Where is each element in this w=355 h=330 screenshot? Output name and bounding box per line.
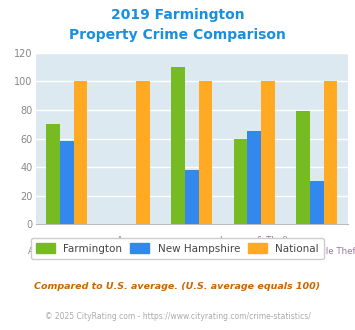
Bar [185,170,198,224]
Text: Arson: Arson [117,236,142,245]
Bar [136,82,150,224]
Text: All Property Crime: All Property Crime [28,247,106,256]
Text: Larceny & Theft: Larceny & Theft [220,236,289,245]
Text: © 2025 CityRating.com - https://www.cityrating.com/crime-statistics/: © 2025 CityRating.com - https://www.city… [45,312,310,321]
Bar [234,139,247,224]
Text: 2019 Farmington: 2019 Farmington [111,8,244,22]
Bar [60,142,73,224]
Text: Property Crime Comparison: Property Crime Comparison [69,28,286,42]
Bar [198,82,212,224]
Legend: Farmington, New Hampshire, National: Farmington, New Hampshire, National [31,238,324,259]
Bar [247,131,261,224]
Text: Motor Vehicle Theft: Motor Vehicle Theft [275,247,355,256]
Text: Compared to U.S. average. (U.S. average equals 100): Compared to U.S. average. (U.S. average … [34,282,321,291]
Text: Burglary: Burglary [173,247,210,256]
Bar [310,182,323,224]
Bar [171,67,185,224]
Bar [323,82,337,224]
Bar [46,124,60,224]
Bar [296,112,310,224]
Bar [73,82,87,224]
Bar [261,82,275,224]
